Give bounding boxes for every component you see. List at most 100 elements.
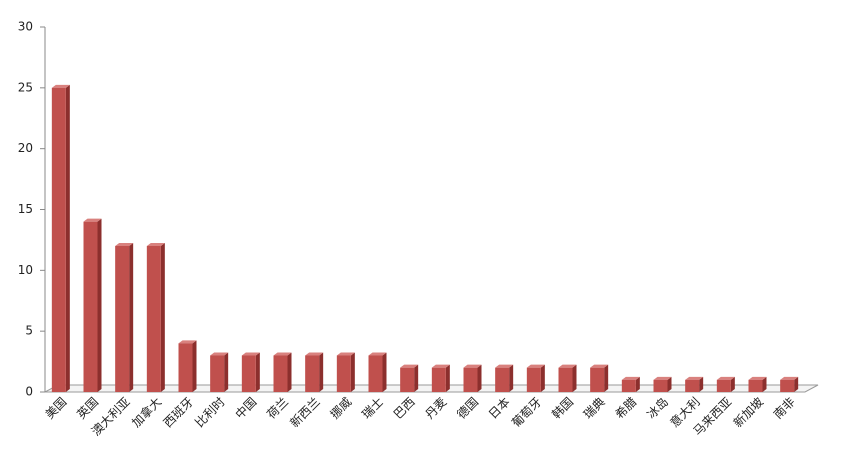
bar bbox=[526, 367, 541, 392]
bar bbox=[780, 379, 795, 392]
bar bbox=[431, 367, 446, 392]
bar-top bbox=[590, 364, 609, 368]
y-tick-label: 30 bbox=[18, 20, 33, 34]
y-tick-label: 25 bbox=[18, 80, 33, 94]
bar bbox=[558, 367, 573, 392]
bar-side bbox=[572, 364, 577, 392]
bar bbox=[716, 379, 731, 392]
y-tick-label: 20 bbox=[18, 141, 33, 155]
x-tick-label: 美国 bbox=[43, 395, 70, 422]
x-tick-label: 瑞士 bbox=[359, 395, 386, 422]
bar-side bbox=[350, 352, 355, 392]
y-tick-label: 10 bbox=[18, 263, 33, 277]
x-tick-label: 德国 bbox=[454, 394, 482, 422]
bar bbox=[621, 379, 636, 392]
y-tick-label: 0 bbox=[25, 385, 33, 399]
x-tick-label: 挪威 bbox=[328, 395, 355, 422]
bar-side bbox=[287, 352, 292, 392]
bar-side bbox=[129, 243, 134, 392]
bar bbox=[241, 355, 256, 392]
bar-side bbox=[97, 218, 102, 392]
bar-top bbox=[716, 376, 735, 380]
bar-side bbox=[604, 364, 609, 392]
bar-top bbox=[273, 352, 292, 356]
bar-top bbox=[495, 364, 514, 368]
bar bbox=[748, 379, 763, 392]
bar-top bbox=[621, 376, 640, 380]
bar-top bbox=[115, 243, 134, 246]
bar-side bbox=[509, 364, 514, 392]
bar bbox=[273, 355, 288, 392]
bar-top bbox=[368, 352, 387, 356]
bar-side bbox=[540, 364, 545, 392]
bar-top bbox=[336, 352, 355, 356]
bar-side bbox=[730, 376, 735, 392]
x-tick-label: 比利时 bbox=[192, 395, 227, 430]
y-tick-label: 15 bbox=[18, 202, 33, 216]
x-tick-label: 新加坡 bbox=[730, 394, 766, 430]
bar-top bbox=[526, 364, 545, 368]
bar-top bbox=[431, 364, 450, 368]
bar-side bbox=[382, 352, 387, 392]
x-tick-label: 新西兰 bbox=[287, 394, 323, 430]
y-tick-label: 5 bbox=[25, 324, 33, 338]
bar-side bbox=[255, 352, 260, 392]
bar-side bbox=[794, 376, 799, 392]
x-tick-label: 瑞典 bbox=[581, 395, 608, 422]
bar-side bbox=[160, 243, 165, 392]
bar-top bbox=[83, 218, 102, 222]
bar bbox=[305, 355, 320, 392]
x-tick-label: 葡萄牙 bbox=[509, 395, 544, 430]
bar bbox=[210, 355, 225, 392]
bar-side bbox=[224, 352, 229, 392]
bar-top bbox=[146, 243, 165, 246]
x-tick-label: 荷兰 bbox=[264, 395, 291, 422]
bar bbox=[463, 367, 478, 392]
bar-top bbox=[305, 352, 324, 356]
x-tick-label: 丹麦 bbox=[423, 395, 450, 422]
bar bbox=[685, 379, 700, 392]
bar-top bbox=[685, 376, 704, 380]
bar-top bbox=[178, 340, 197, 344]
bar bbox=[115, 246, 130, 392]
bar-top bbox=[748, 376, 767, 380]
bar-top bbox=[400, 364, 419, 368]
x-tick-label: 加拿大 bbox=[128, 394, 164, 430]
bar-side bbox=[65, 84, 70, 392]
bar-side bbox=[699, 376, 704, 392]
bar-top bbox=[51, 84, 70, 88]
bar-side bbox=[477, 364, 482, 392]
bar bbox=[400, 367, 415, 392]
bar bbox=[495, 367, 510, 392]
x-tick-label: 希腊 bbox=[612, 394, 640, 422]
bar-top bbox=[558, 364, 577, 368]
bar-top bbox=[780, 376, 799, 380]
x-tick-label: 巴西 bbox=[391, 395, 418, 422]
bar-side bbox=[319, 352, 324, 392]
bar bbox=[590, 367, 605, 392]
x-tick-label: 冰岛 bbox=[644, 394, 672, 422]
bar-top bbox=[210, 352, 229, 356]
x-tick-label: 韩国 bbox=[549, 394, 577, 422]
bar-side bbox=[445, 364, 450, 392]
x-tick-label: 英国 bbox=[74, 395, 101, 422]
bar bbox=[146, 246, 161, 392]
x-tick-label: 中国 bbox=[232, 394, 260, 422]
bar-side bbox=[414, 364, 419, 392]
bar-top bbox=[241, 352, 260, 356]
bar bbox=[51, 87, 66, 392]
bar-top bbox=[653, 376, 672, 380]
bar-side bbox=[192, 340, 197, 392]
bar bbox=[336, 355, 351, 392]
bar bbox=[178, 343, 193, 392]
x-tick-label: 日本 bbox=[486, 395, 513, 422]
bar-side bbox=[667, 376, 672, 392]
bar-top bbox=[463, 364, 482, 368]
bar-side bbox=[762, 376, 767, 392]
bar bbox=[368, 355, 383, 392]
x-tick-label: 南非 bbox=[770, 394, 798, 422]
bar-side bbox=[635, 376, 640, 392]
bar bbox=[83, 221, 98, 392]
bar bbox=[653, 379, 668, 392]
